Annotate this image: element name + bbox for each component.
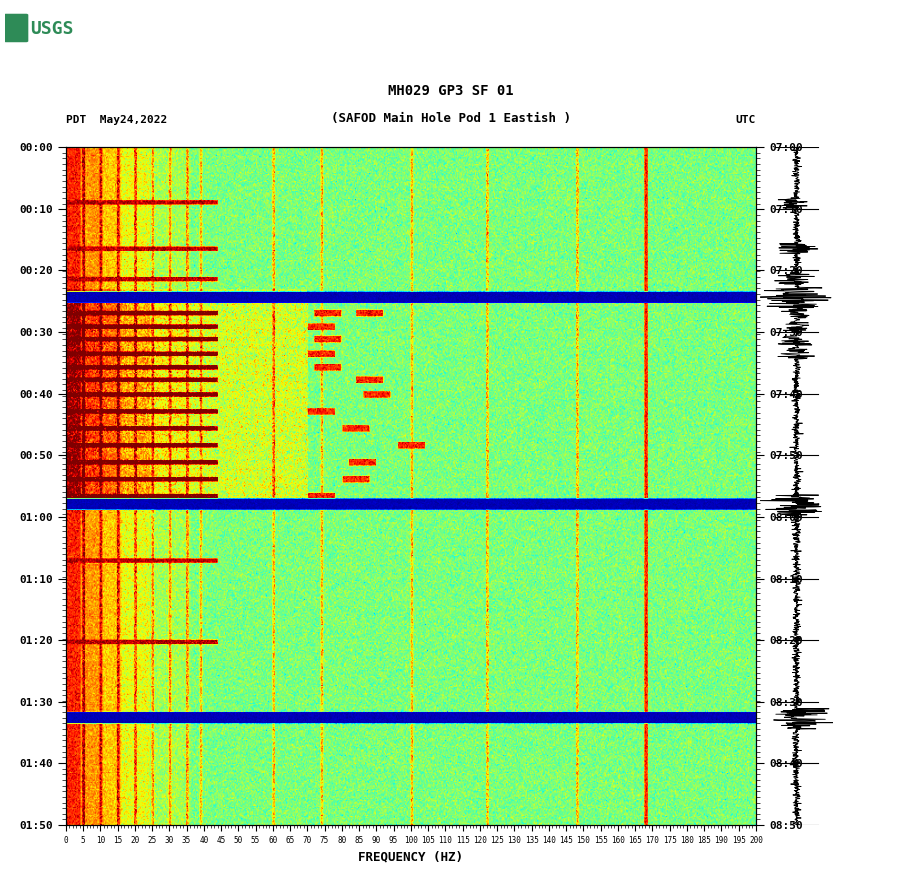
Text: (SAFOD Main Hole Pod 1 Eastish ): (SAFOD Main Hole Pod 1 Eastish ): [331, 112, 571, 125]
Text: PDT  May24,2022: PDT May24,2022: [66, 115, 167, 125]
Text: MH029 GP3 SF 01: MH029 GP3 SF 01: [388, 84, 514, 98]
Text: UTC: UTC: [736, 115, 756, 125]
X-axis label: FREQUENCY (HZ): FREQUENCY (HZ): [358, 850, 464, 863]
Text: USGS: USGS: [30, 20, 73, 38]
FancyBboxPatch shape: [4, 13, 28, 42]
